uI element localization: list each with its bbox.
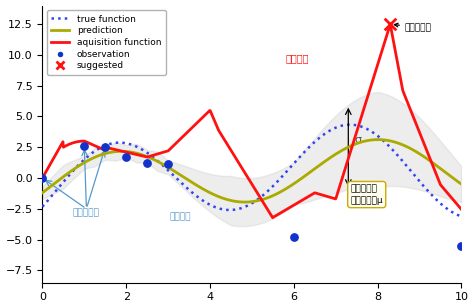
true function xyxy=(39,205,45,209)
prediction xyxy=(242,200,248,204)
true function xyxy=(374,134,380,137)
suggested xyxy=(386,22,394,26)
observation xyxy=(458,243,465,248)
true function xyxy=(82,157,88,160)
observation xyxy=(122,155,130,160)
true function xyxy=(459,215,465,218)
prediction xyxy=(82,160,88,164)
Text: 観測した点: 観測した点 xyxy=(73,209,100,218)
aquisition function xyxy=(39,176,45,180)
prediction xyxy=(224,198,230,201)
observation xyxy=(81,144,88,148)
observation xyxy=(101,145,109,150)
true function xyxy=(367,128,373,132)
observation xyxy=(38,176,46,180)
aquisition function xyxy=(224,142,230,146)
true function xyxy=(328,128,333,132)
aquisition function xyxy=(209,113,215,116)
prediction xyxy=(39,191,45,195)
aquisition function xyxy=(82,140,88,143)
observation xyxy=(143,161,151,166)
Text: ガウス過程
回帰モデルμ: ガウス過程 回帰モデルμ xyxy=(350,184,383,205)
aquisition function xyxy=(367,89,373,92)
prediction xyxy=(459,182,465,186)
observation xyxy=(164,162,172,167)
Legend: true function, prediction, aquisition function, observation, suggested: true function, prediction, aquisition fu… xyxy=(47,10,166,75)
Text: σ: σ xyxy=(355,136,362,145)
Line: prediction: prediction xyxy=(42,140,462,202)
aquisition function xyxy=(387,23,393,26)
prediction xyxy=(375,138,381,141)
prediction xyxy=(367,138,373,142)
prediction xyxy=(328,156,333,159)
prediction xyxy=(209,192,215,196)
true function xyxy=(224,208,230,212)
true function xyxy=(209,204,215,208)
aquisition function xyxy=(374,64,380,68)
Line: true function: true function xyxy=(42,125,462,217)
Text: 獲得関数: 獲得関数 xyxy=(285,53,309,63)
aquisition function xyxy=(270,216,275,220)
aquisition function xyxy=(459,208,465,211)
Text: 真の関数: 真の関数 xyxy=(170,213,191,221)
Line: aquisition function: aquisition function xyxy=(42,25,462,218)
prediction xyxy=(374,138,380,141)
Text: 次の実験点: 次の実験点 xyxy=(394,23,432,32)
true function xyxy=(347,123,353,127)
aquisition function xyxy=(328,196,333,199)
observation xyxy=(290,235,298,240)
